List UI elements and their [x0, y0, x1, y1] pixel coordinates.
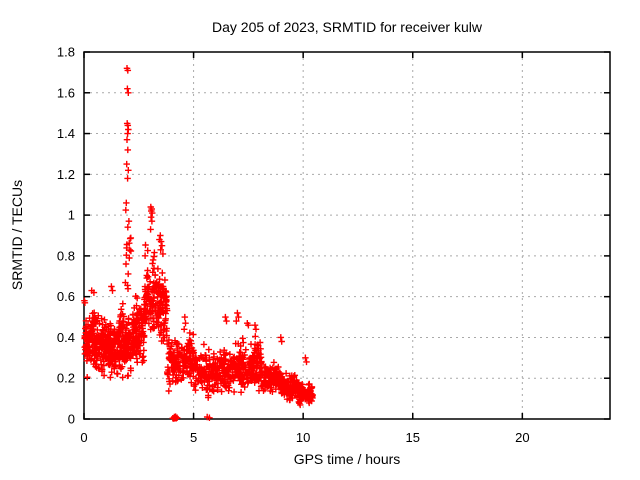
x-tick-label: 15: [406, 430, 420, 445]
y-tick-label: 1: [68, 208, 75, 223]
y-tick-label: 0.6: [57, 289, 75, 304]
x-tick-label: 0: [80, 430, 87, 445]
y-tick-label: 0.4: [57, 330, 75, 345]
x-tick-label: 5: [190, 430, 197, 445]
x-tick-label: 10: [296, 430, 310, 445]
y-tick-label: 0.8: [57, 248, 75, 263]
y-tick-label: 1.6: [57, 85, 75, 100]
y-tick-label: 0.2: [57, 371, 75, 386]
x-tick-label: 20: [515, 430, 529, 445]
plot-border: [83, 51, 611, 420]
y-tick-label: 0: [68, 412, 75, 427]
scatter-points: [81, 65, 316, 422]
y-tick-label: 1.2: [57, 167, 75, 182]
x-axis-title: GPS time / hours: [293, 451, 401, 467]
y-tick-label: 1.4: [57, 126, 75, 141]
y-tick-label: 1.8: [57, 45, 75, 60]
chart-title: Day 205 of 2023, SRMTID for receiver kul…: [212, 19, 482, 35]
